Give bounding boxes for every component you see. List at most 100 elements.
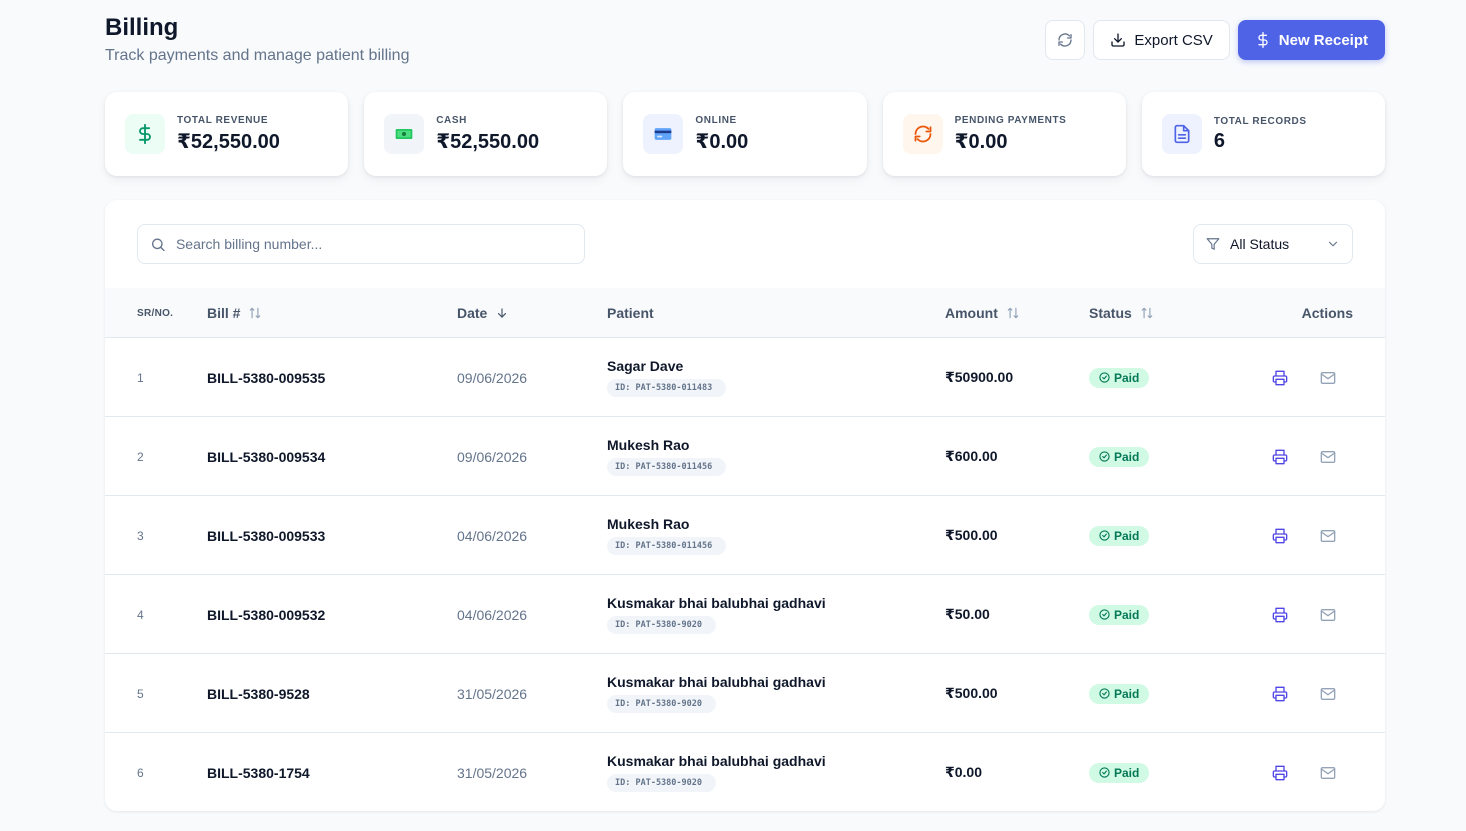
row-date: 09/06/2026: [457, 448, 528, 465]
row-status: Paid: [1089, 496, 1150, 575]
column-header-label: Status: [1089, 305, 1132, 321]
column-header-date[interactable]: Date: [457, 288, 509, 338]
check-circle-icon: [1099, 767, 1110, 778]
row-bill-number: BILL-5380-009533: [207, 527, 326, 544]
check-circle-icon: [1099, 530, 1110, 541]
stats-row: TOTAL REVENUE ₹52,550.00 CASH ₹52,550.00…: [105, 92, 1386, 176]
patient-name: Kusmakar bhai balubhai gadhavi: [607, 674, 826, 690]
search-box: [137, 224, 585, 264]
patient-id-badge: ID: PAT-5380-9020: [607, 774, 716, 792]
stat-card-total-revenue: TOTAL REVENUE ₹52,550.00: [105, 92, 349, 176]
row-bill-number: BILL-5380-009534: [207, 448, 326, 465]
status-badge-label: Paid: [1114, 686, 1140, 701]
page-title: Billing: [105, 14, 179, 41]
column-header-label: Date: [457, 305, 488, 321]
cash-icon: [384, 114, 425, 154]
stat-value: ₹0.00: [695, 130, 749, 153]
row-date: 04/06/2026: [457, 606, 528, 623]
print-button[interactable]: [1271, 764, 1289, 782]
stat-card-cash: CASH ₹52,550.00: [364, 92, 608, 176]
status-badge: Paid: [1089, 762, 1150, 783]
printer-icon: [1272, 370, 1288, 385]
status-badge: Paid: [1089, 446, 1150, 467]
table-header: SR/NO. Bill # Date Patient Amount Status…: [105, 288, 1385, 338]
email-button[interactable]: [1319, 369, 1337, 387]
row-actions: [1271, 733, 1337, 811]
column-header-label: Amount: [945, 305, 998, 321]
printer-icon: [1272, 528, 1288, 543]
email-button[interactable]: [1319, 448, 1337, 466]
mail-icon: [1320, 529, 1336, 542]
status-badge-label: Paid: [1114, 607, 1140, 622]
column-header-patient: Patient: [607, 288, 654, 338]
row-actions: [1271, 654, 1337, 733]
email-button[interactable]: [1319, 606, 1337, 624]
stat-value: ₹52,550.00: [177, 130, 280, 153]
patient-name: Kusmakar bhai balubhai gadhavi: [607, 753, 826, 769]
email-button[interactable]: [1319, 685, 1337, 703]
column-header-label: SR/NO.: [137, 307, 174, 319]
table-body: 1 BILL-5380-009535 09/06/2026 Sagar Dave…: [105, 338, 1385, 811]
patient-name: Mukesh Rao: [607, 516, 690, 532]
print-button[interactable]: [1271, 369, 1289, 387]
row-status: Paid: [1089, 417, 1150, 496]
new-receipt-button[interactable]: New Receipt: [1237, 20, 1385, 60]
stat-label: TOTAL REVENUE: [177, 114, 269, 126]
column-header-status[interactable]: Status: [1089, 288, 1154, 338]
column-header-actions: Actions: [1302, 288, 1353, 338]
row-date: 04/06/2026: [457, 527, 528, 544]
status-filter-select[interactable]: All Status: [1193, 224, 1353, 264]
row-sr-number: 2: [137, 449, 144, 464]
billing-table-panel: All Status SR/NO. Bill # Date Patient Am…: [105, 200, 1385, 811]
mail-icon: [1320, 371, 1336, 384]
export-csv-button[interactable]: Export CSV: [1093, 20, 1230, 60]
sort-icon: [250, 307, 261, 319]
page-header: Billing Track payments and manage patien…: [105, 14, 1385, 70]
arrow-down-icon: [498, 308, 507, 318]
search-icon: [151, 238, 165, 251]
filter-icon: [1206, 238, 1220, 250]
row-patient: Kusmakar bhai balubhai gadhavi ID: PAT-5…: [607, 654, 826, 733]
printer-icon: [1272, 607, 1288, 622]
row-amount: ₹500.00: [945, 527, 998, 543]
page-subtitle: Track payments and manage patient billin…: [105, 47, 410, 64]
email-button[interactable]: [1319, 527, 1337, 545]
stat-label: ONLINE: [695, 114, 737, 126]
patient-id-badge: ID: PAT-5380-011456: [607, 537, 727, 555]
column-header-amount[interactable]: Amount: [945, 288, 1020, 338]
printer-icon: [1272, 449, 1288, 464]
table-row: 4 BILL-5380-009532 04/06/2026 Kusmakar b…: [105, 575, 1385, 654]
table-row: 3 BILL-5380-009533 04/06/2026 Mukesh Rao…: [105, 496, 1385, 575]
refresh-button[interactable]: [1045, 20, 1086, 60]
status-badge-label: Paid: [1114, 765, 1140, 780]
dollar-icon: [1258, 32, 1268, 48]
row-patient: Sagar Dave ID: PAT-5380-011483: [607, 338, 727, 417]
stat-card-online: ONLINE ₹0.00: [623, 92, 867, 176]
search-input[interactable]: [175, 236, 572, 252]
status-badge: Paid: [1089, 683, 1150, 704]
table-row: 1 BILL-5380-009535 09/06/2026 Sagar Dave…: [105, 338, 1385, 417]
print-button[interactable]: [1271, 685, 1289, 703]
print-button[interactable]: [1271, 527, 1289, 545]
check-circle-icon: [1099, 688, 1110, 699]
patient-id-badge: ID: PAT-5380-011483: [607, 379, 727, 397]
print-button[interactable]: [1271, 448, 1289, 466]
table-row: 6 BILL-5380-1754 31/05/2026 Kusmakar bha…: [105, 733, 1385, 811]
mail-icon: [1320, 766, 1336, 779]
patient-name: Sagar Dave: [607, 358, 684, 374]
stat-value: ₹52,550.00: [436, 130, 540, 153]
mail-icon: [1320, 687, 1336, 700]
row-date: 09/06/2026: [457, 369, 528, 386]
check-circle-icon: [1099, 372, 1110, 383]
mail-icon: [1320, 450, 1336, 463]
column-header-bill[interactable]: Bill #: [207, 288, 262, 338]
row-status: Paid: [1089, 733, 1150, 811]
status-badge: Paid: [1089, 525, 1150, 546]
email-button[interactable]: [1319, 764, 1337, 782]
row-bill-number: BILL-5380-009535: [207, 369, 326, 386]
mail-icon: [1320, 608, 1336, 621]
row-patient: Kusmakar bhai balubhai gadhavi ID: PAT-5…: [607, 575, 826, 654]
row-sr-number: 3: [137, 528, 144, 543]
print-button[interactable]: [1271, 606, 1289, 624]
row-amount: ₹500.00: [945, 685, 998, 701]
